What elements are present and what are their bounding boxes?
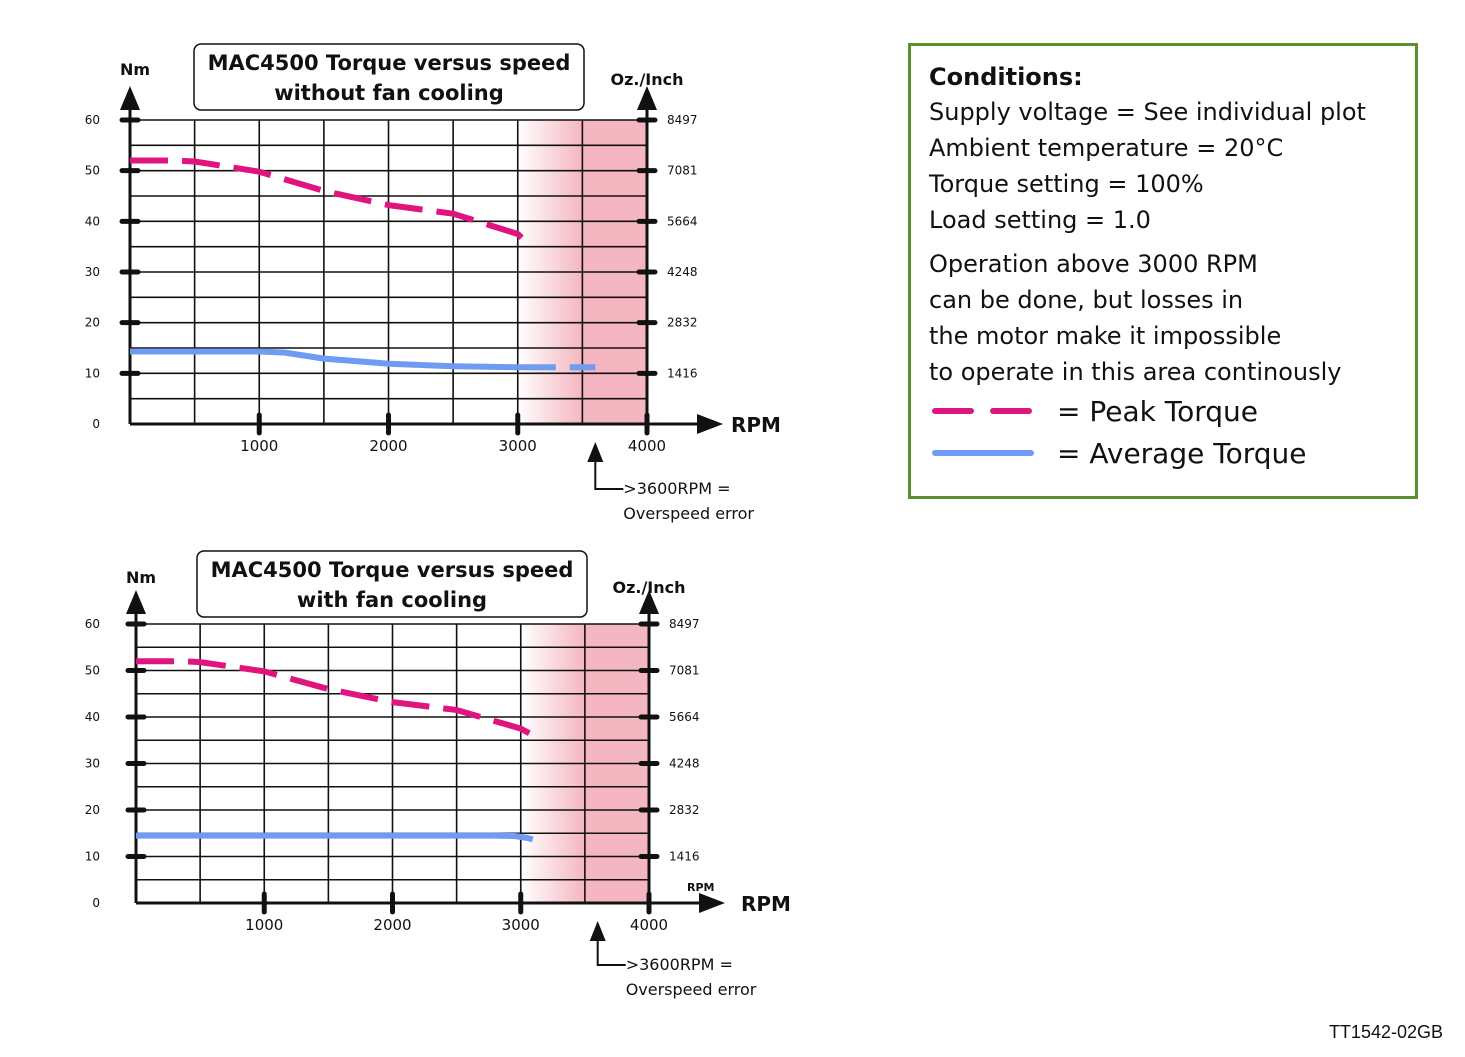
x-tick-label: 4000 bbox=[630, 916, 668, 934]
x-tick-label: 2000 bbox=[373, 916, 411, 934]
y-tick-label: 20 bbox=[85, 803, 100, 817]
condition-load-setting: Load setting = 1.0 bbox=[929, 206, 1151, 234]
y2-tick-label: 2832 bbox=[669, 803, 700, 817]
y2-tick-label: 1416 bbox=[667, 366, 698, 380]
y-tick-label: 50 bbox=[85, 664, 100, 678]
chart-title-box bbox=[193, 43, 585, 111]
chart-title-line-1: MAC4500 Torque versus speed bbox=[211, 558, 574, 582]
overspeed-arrow-line bbox=[596, 939, 626, 966]
y-axis-left-arrow bbox=[126, 590, 146, 614]
y2-tick-label: 5664 bbox=[667, 214, 698, 228]
series-average-torque bbox=[495, 832, 541, 845]
x-tick-label: 1000 bbox=[245, 916, 283, 934]
note-line-1: Operation above 3000 RPM bbox=[929, 250, 1258, 278]
overspeed-arrow-head bbox=[587, 442, 604, 462]
y-tick-label: 60 bbox=[85, 617, 100, 631]
conditions-box: Conditions: Supply voltage = See individ… bbox=[908, 43, 1418, 499]
y2-tick-label: 4248 bbox=[667, 265, 698, 279]
condition-ambient-temperature: Ambient temperature = 20°C bbox=[929, 134, 1284, 162]
condition-supply-voltage: Supply voltage = See individual plot bbox=[929, 98, 1366, 126]
y2-tick-label: 8497 bbox=[669, 617, 700, 631]
document-code: TT1542-02GB bbox=[1328, 1022, 1443, 1042]
y-tick-label: 30 bbox=[85, 757, 100, 771]
chart-title-line-2: without fan cooling bbox=[274, 81, 504, 105]
y-tick-label: 50 bbox=[85, 164, 100, 178]
x-tick-label: 3000 bbox=[499, 437, 537, 455]
overspeed-label-line-2: Overspeed error bbox=[626, 980, 757, 999]
overspeed-label-line-1: >3600RPM = bbox=[623, 479, 730, 498]
x-tick-label: 2000 bbox=[369, 437, 407, 455]
chart-2: 0 10 20 30 40 50 60 1416 2832 4248 5664 7081 8497 100… bbox=[85, 550, 791, 999]
chart-1: 0 10 20 30 40 50 60 1416 2832 4248 5664 7081 8497 100… bbox=[85, 43, 781, 523]
y-tick-label: 40 bbox=[85, 710, 100, 724]
y-tick-label: 20 bbox=[85, 316, 100, 330]
y-tick-label: 0 bbox=[92, 896, 100, 910]
overspeed-label-line-1: >3600RPM = bbox=[626, 955, 733, 974]
x-tick-label: 1000 bbox=[240, 437, 278, 455]
x-axis-small-label: RPM bbox=[687, 881, 714, 894]
y-tick-label: 60 bbox=[85, 113, 100, 127]
y2-tick-label: 8497 bbox=[667, 113, 698, 127]
condition-torque-setting: Torque setting = 100% bbox=[929, 170, 1204, 198]
legend-peak-swatch bbox=[932, 408, 1034, 414]
note-line-3: the motor make it impossible bbox=[929, 322, 1282, 350]
y-tick-label: 40 bbox=[85, 214, 100, 228]
overspeed-arrow-line bbox=[594, 460, 624, 490]
y-tick-label: 10 bbox=[85, 850, 100, 864]
y2-axis-title: Oz./Inch bbox=[610, 70, 683, 89]
legend-average-swatch bbox=[932, 450, 1034, 456]
conditions-title: Conditions: bbox=[929, 63, 1083, 91]
series-peak-torque bbox=[130, 157, 527, 243]
overspeed-label-line-2: Overspeed error bbox=[623, 504, 754, 523]
y2-tick-label: 2832 bbox=[667, 316, 698, 330]
y2-tick-label: 7081 bbox=[667, 164, 698, 178]
legend-average-torque: = Average Torque bbox=[929, 432, 1397, 474]
y2-tick-label: 5664 bbox=[669, 710, 700, 724]
chart-title-line-2: with fan cooling bbox=[297, 588, 487, 612]
y-axis-right-arrow bbox=[639, 590, 659, 614]
y-axis-left-arrow bbox=[120, 86, 140, 110]
x-axis-arrow bbox=[697, 414, 723, 434]
legend-peak-torque: = Peak Torque bbox=[929, 390, 1397, 432]
y-tick-label: 10 bbox=[85, 366, 100, 380]
note-line-2: can be done, but losses in bbox=[929, 286, 1244, 314]
chart-title-box bbox=[196, 550, 588, 618]
y-tick-label: 30 bbox=[85, 265, 100, 279]
y2-axis-title: Oz./Inch bbox=[612, 578, 685, 597]
series-peak-torque bbox=[136, 658, 533, 737]
y-axis-right-arrow bbox=[637, 86, 657, 110]
y-axis-title: Nm bbox=[126, 568, 156, 587]
overspeed-arrow-head bbox=[589, 921, 606, 941]
note-line-4: to operate in this area continously bbox=[929, 358, 1342, 386]
x-tick-label: 3000 bbox=[502, 916, 540, 934]
legend-peak-label: = Peak Torque bbox=[1057, 394, 1258, 428]
y2-tick-label: 1416 bbox=[669, 850, 700, 864]
x-axis-title: RPM bbox=[741, 892, 791, 916]
y2-tick-label: 4248 bbox=[669, 757, 700, 771]
chart-title-line-1: MAC4500 Torque versus speed bbox=[208, 51, 571, 75]
x-axis-title: RPM bbox=[731, 413, 781, 437]
series-average-torque bbox=[130, 348, 518, 371]
legend-average-label: = Average Torque bbox=[1057, 436, 1307, 470]
x-tick-label: 4000 bbox=[628, 437, 666, 455]
x-axis-arrow bbox=[699, 893, 725, 913]
y2-tick-label: 7081 bbox=[669, 664, 700, 678]
y-axis-title: Nm bbox=[120, 60, 150, 79]
y-tick-label: 0 bbox=[92, 417, 100, 431]
